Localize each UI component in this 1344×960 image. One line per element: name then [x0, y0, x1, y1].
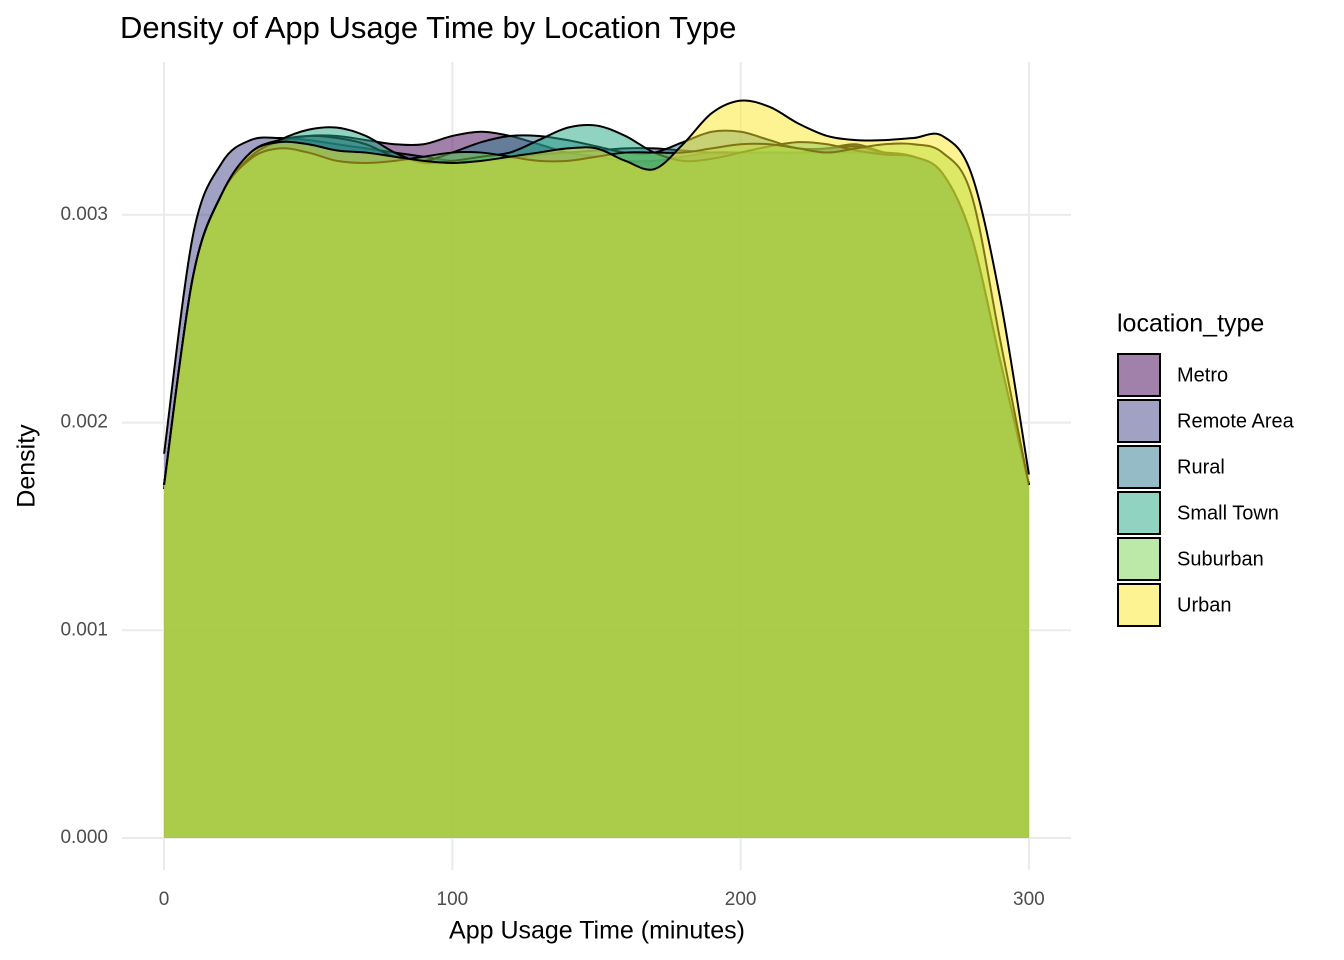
y-tick-label: 0.003	[60, 204, 108, 225]
legend-label: Suburban	[1177, 548, 1264, 570]
legend-key	[1117, 583, 1161, 627]
legend-label: Metro	[1177, 364, 1228, 386]
y-tick-label: 0.001	[60, 619, 108, 640]
legend-label: Remote Area	[1177, 410, 1295, 432]
y-tick-label: 0.000	[60, 827, 108, 848]
legend-label: Small Town	[1177, 502, 1279, 524]
x-tick-label: 100	[437, 889, 469, 910]
chart-title: Density of App Usage Time by Location Ty…	[120, 10, 736, 45]
density-line	[163, 99, 1030, 486]
x-tick-label: 0	[159, 889, 170, 910]
legend-key	[1117, 353, 1161, 397]
legend-key	[1117, 399, 1161, 443]
y-tick-label: 0.002	[60, 412, 108, 433]
legend-key	[1117, 491, 1161, 535]
x-tick-label: 300	[1013, 889, 1045, 910]
legend-key	[1117, 445, 1161, 489]
y-axis-title: Density	[13, 424, 41, 508]
legend-label: Urban	[1177, 594, 1231, 616]
legend-title: location_type	[1117, 310, 1264, 338]
density-fill	[164, 100, 1029, 839]
legend-key	[1117, 537, 1161, 581]
x-tick-label: 200	[725, 889, 757, 910]
x-axis-title: App Usage Time (minutes)	[449, 917, 745, 945]
legend-label: Rural	[1177, 456, 1225, 478]
